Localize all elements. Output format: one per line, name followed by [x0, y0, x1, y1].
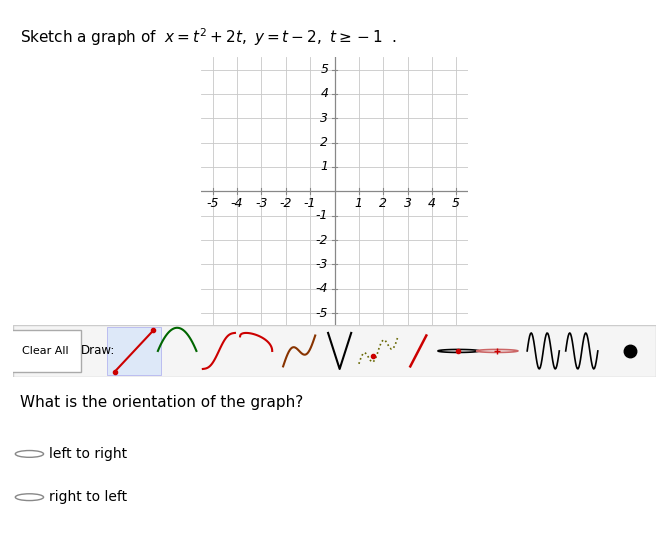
Text: 2: 2: [379, 197, 387, 210]
Text: -4: -4: [316, 282, 328, 295]
Text: -5: -5: [316, 307, 328, 320]
Text: 3: 3: [403, 197, 411, 210]
Text: -4: -4: [231, 197, 244, 210]
Text: right to left: right to left: [49, 490, 127, 504]
FancyBboxPatch shape: [13, 325, 656, 377]
Text: -2: -2: [316, 234, 328, 247]
Text: 2: 2: [320, 136, 328, 149]
Text: -2: -2: [280, 197, 292, 210]
Text: -3: -3: [316, 258, 328, 271]
Text: Clear All: Clear All: [22, 346, 69, 356]
FancyBboxPatch shape: [10, 330, 81, 372]
Text: What is the orientation of the graph?: What is the orientation of the graph?: [20, 395, 303, 410]
Text: 4: 4: [428, 197, 436, 210]
FancyBboxPatch shape: [106, 327, 161, 375]
Text: left to right: left to right: [49, 447, 127, 461]
Text: 1: 1: [355, 197, 363, 210]
Text: Sketch a graph of  $x = t^2 + 2t,\ y = t - 2,\ t \geq -1$  .: Sketch a graph of $x = t^2 + 2t,\ y = t …: [20, 26, 397, 48]
Text: -5: -5: [207, 197, 219, 210]
Text: 1: 1: [320, 160, 328, 173]
Text: -3: -3: [256, 197, 268, 210]
Text: Draw:: Draw:: [81, 345, 115, 357]
Text: 5: 5: [320, 63, 328, 76]
Text: -1: -1: [316, 209, 328, 222]
Text: 3: 3: [320, 112, 328, 125]
Text: -1: -1: [304, 197, 316, 210]
Text: 5: 5: [452, 197, 460, 210]
Text: 4: 4: [320, 87, 328, 100]
